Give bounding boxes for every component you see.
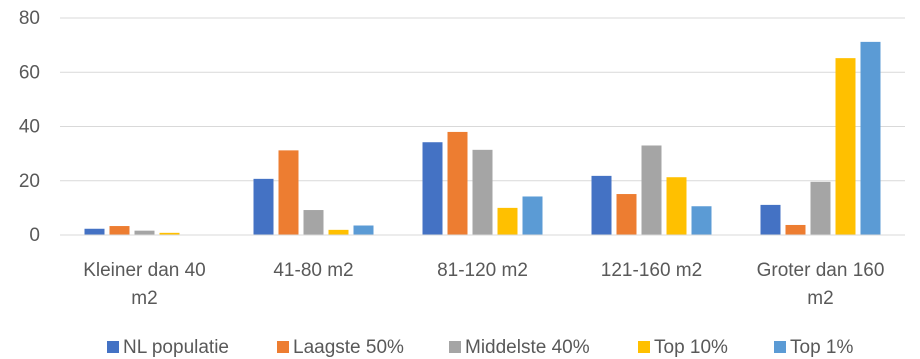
x-category-label: 121-160 m2 [601, 260, 702, 281]
bar [278, 150, 299, 235]
bar [860, 41, 881, 236]
bar [422, 142, 443, 235]
bar [109, 226, 130, 235]
legend-label: Top 1% [790, 337, 853, 358]
legend-label: Middelste 40% [465, 337, 590, 358]
y-tick-label: 40 [19, 117, 40, 138]
bar [447, 131, 468, 235]
x-category-label: m2 [131, 288, 157, 309]
bar [785, 224, 806, 235]
bar [810, 181, 831, 235]
legend-label: Laagste 50% [293, 337, 404, 358]
y-tick-label: 80 [19, 8, 40, 29]
legend-label: NL populatie [123, 337, 229, 358]
legend-swatch [449, 341, 461, 353]
bar [472, 149, 493, 235]
x-category-label: Kleiner dan 40 [83, 260, 206, 281]
bar [616, 194, 637, 235]
bar [84, 228, 105, 235]
legend-label: Top 10% [654, 337, 728, 358]
x-axis-categories: Kleiner dan 40 m2 41-80 m2 81-120 m2 121-160… [83, 260, 884, 309]
bar [159, 232, 180, 235]
x-category-label: Groter dan 160 [757, 260, 885, 281]
bar [497, 207, 518, 235]
bars [84, 41, 881, 236]
legend-swatch [774, 341, 786, 353]
bar [691, 206, 712, 235]
bar [303, 210, 324, 235]
bar [328, 229, 349, 235]
y-tick-label: 20 [19, 171, 40, 192]
bar [666, 177, 687, 235]
bar [641, 145, 662, 235]
bar [134, 230, 155, 235]
x-category-label: m2 [807, 288, 833, 309]
bar [760, 204, 781, 235]
y-tick-label: 0 [29, 225, 40, 246]
x-category-label: 41-80 m2 [273, 260, 353, 281]
bar [522, 196, 543, 235]
legend: NL populatie Laagste 50% Middelste 40% Top … [107, 337, 853, 358]
bar [353, 225, 374, 235]
bar [835, 58, 856, 235]
legend-swatch [277, 341, 289, 353]
y-axis-ticks: 0 20 40 60 80 [19, 8, 40, 246]
y-tick-label: 60 [19, 62, 40, 83]
x-category-label: 81-120 m2 [437, 260, 528, 281]
legend-swatch [107, 341, 119, 353]
bar [591, 175, 612, 235]
bar [253, 178, 274, 235]
legend-swatch [638, 341, 650, 353]
